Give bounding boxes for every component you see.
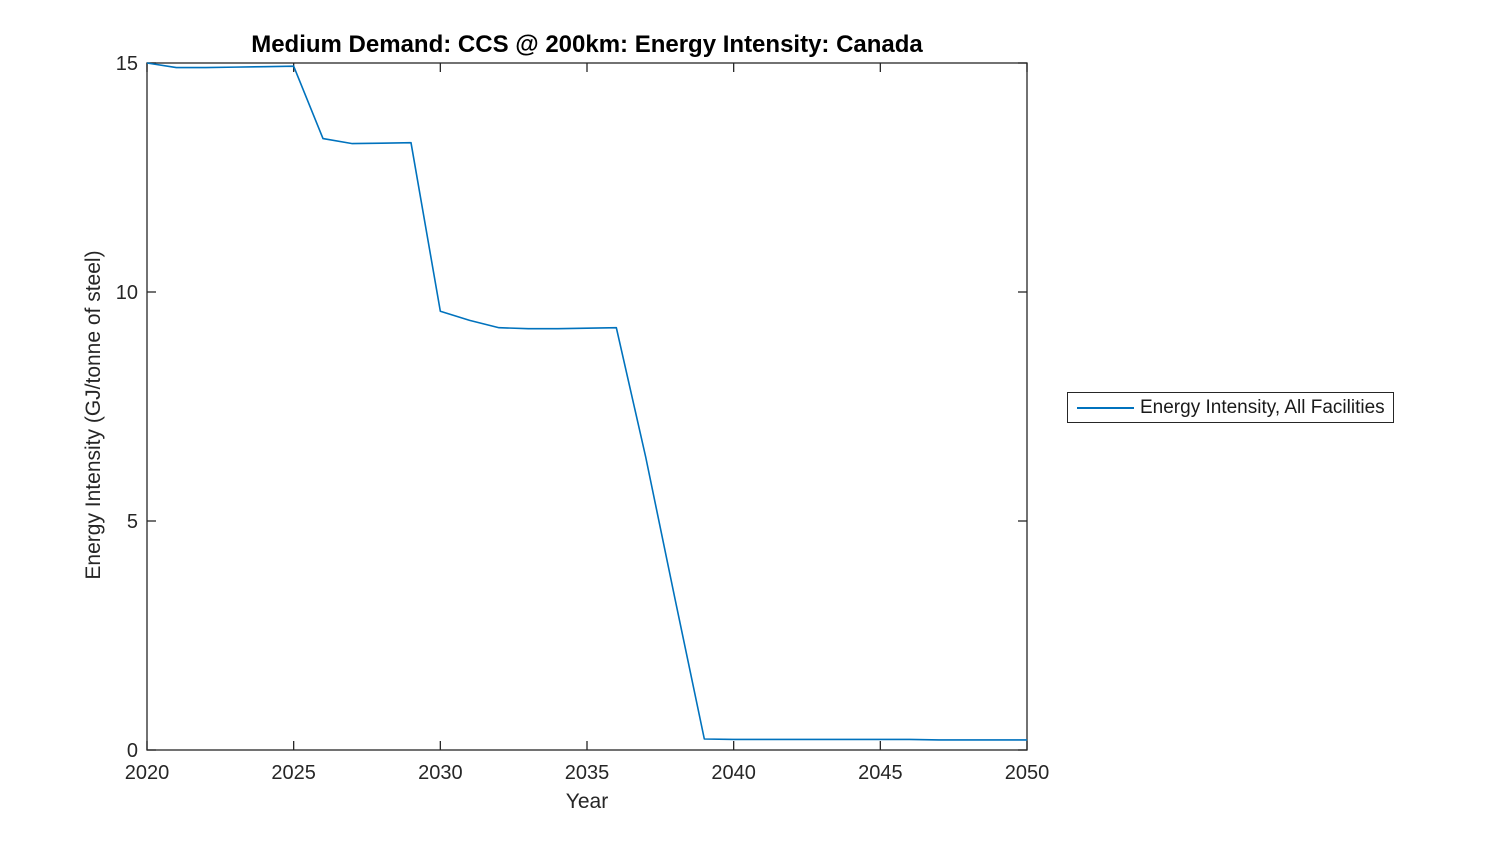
y-tick-label: 10: [116, 282, 138, 304]
x-tick-label: 2025: [271, 762, 316, 784]
x-tick-label: 2050: [1005, 762, 1050, 784]
y-tick-label: 5: [127, 511, 138, 533]
x-tick-label: 2040: [711, 762, 756, 784]
chart-title: Medium Demand: CCS @ 200km: Energy Inten…: [251, 31, 923, 58]
x-tick-label: 2045: [858, 762, 903, 784]
legend-box: Energy Intensity, All Facilities: [1067, 392, 1394, 423]
y-tick-label: 15: [116, 53, 138, 75]
x-tick-label: 2030: [418, 762, 463, 784]
legend-line-sample: [1077, 406, 1134, 409]
x-axis-label: Year: [565, 790, 609, 813]
plot-area-border: [146, 62, 1028, 751]
legend-item-label: Energy Intensity, All Facilities: [1140, 396, 1385, 418]
y-tick-label: 0: [127, 740, 138, 762]
series-line-energy-intensity: [146, 62, 1027, 741]
x-tick-label: 2035: [565, 762, 610, 784]
y-axis-label: Energy Intensity (GJ/tonne of steel): [82, 250, 105, 580]
x-tick-label: 2020: [125, 762, 170, 784]
